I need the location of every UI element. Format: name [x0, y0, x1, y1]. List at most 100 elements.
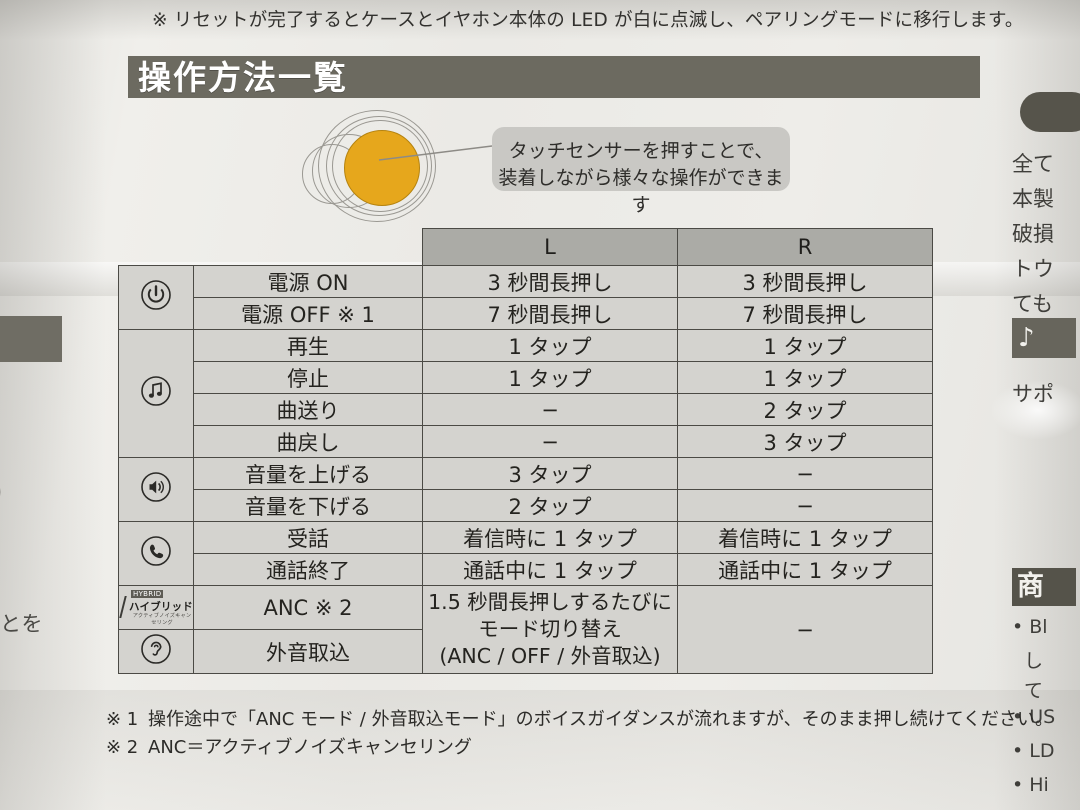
row-icon-music [118, 329, 194, 458]
function-label: 音量を上げる [193, 457, 423, 490]
left-value: 通話中に 1 タップ [422, 553, 678, 586]
function-label: 電源 ON [193, 265, 423, 298]
right-bleed-badge-glyph: ♪ [1018, 323, 1035, 353]
table-row: 音量を下げる 2 タップ − [119, 489, 933, 522]
ear-icon [139, 632, 173, 666]
right-value: − [677, 457, 933, 490]
row-icon-power [118, 265, 194, 330]
left-page-bleed: ) とを [0, 0, 104, 810]
table-row: 曲送り − 2 タップ [119, 393, 933, 426]
right-bleed-line-1: 本製 [1012, 187, 1054, 211]
right-bleed-spec-header-text: 商 [1017, 571, 1044, 602]
right-bleed-bullet-5: • Hi [1012, 774, 1049, 796]
header-function-blank [194, 229, 423, 266]
section-header-bar: 操作方法一覧 [128, 56, 980, 98]
function-label: ANC ※ 2 [193, 585, 423, 630]
anc-left-line-2: モード切り替え [478, 616, 622, 641]
row-icon-hybrid-anc: HYBRID ハイブリッド アクティブノイズキャンセリング [118, 585, 194, 630]
table-row: 曲戻し − 3 タップ [119, 425, 933, 458]
earbud-ring-body [332, 120, 428, 212]
function-label: 再生 [193, 329, 423, 362]
left-value: 1 タップ [422, 361, 678, 394]
table-row: HYBRID ハイブリッド アクティブノイズキャンセリング ANC ※ 2 1.… [118, 585, 933, 674]
function-label: 電源 OFF ※ 1 [193, 297, 423, 330]
column-header-right: R [677, 228, 933, 266]
left-value: 3 タップ [422, 457, 678, 490]
right-bleed-line-0: 全て [1012, 152, 1054, 176]
table-row: 外音取込 [118, 629, 933, 674]
right-bleed-bullet-0: • Bl [1012, 616, 1048, 638]
anc-left-line-3: (ANC / OFF / 外音取込) [439, 644, 661, 669]
right-bleed-bullet-3: • US [1012, 706, 1056, 728]
hybrid-anc-logo-top: HYBRID [131, 590, 164, 598]
function-label: 受話 [193, 521, 423, 554]
hybrid-anc-logo-sub: アクティブノイズキャンセリング [132, 613, 192, 626]
footnote-text-2: ANC＝アクティブノイズキャンセリング [148, 736, 472, 758]
earbud-ring-outer [318, 110, 436, 222]
left-bleed-text: とを [0, 612, 43, 636]
right-bleed-badge: ♪ [1012, 318, 1076, 358]
earbud-illustration [296, 104, 456, 222]
right-value: − [677, 489, 933, 522]
touch-sensor-callout: タッチセンサーを押すことで、 装着しながら様々な操作ができます [492, 127, 790, 216]
left-value: 3 秒間長押し [422, 265, 678, 298]
left-value: 7 秒間長押し [422, 297, 678, 330]
table-row: 音量を上げる 3 タップ − [118, 457, 933, 522]
row-icon-call [118, 521, 194, 586]
right-bleed-bullet-4: • LD [1012, 740, 1055, 762]
function-label: 通話終了 [193, 553, 423, 586]
right-bleed-pill [1020, 92, 1080, 132]
earbud-ring-mid [326, 116, 432, 216]
function-label: 曲送り [193, 393, 423, 426]
header-icon-blank [119, 229, 194, 266]
right-bleed-line-4: ても [1012, 292, 1053, 316]
left-value: 1 タップ [422, 329, 678, 362]
right-value: 着信時に 1 タップ [677, 521, 933, 554]
footnote-row-2: ※ 2 ANC＝アクティブノイズキャンセリング [106, 734, 1053, 762]
operation-table-wrapper: L R 電源 ON 3 秒 [118, 228, 933, 674]
footnote-marker-1: ※ 1 [106, 709, 139, 730]
hybrid-anc-logo-main: ハイブリッド [129, 601, 193, 613]
table-row: 停止 1 タップ 1 タップ [119, 361, 933, 394]
table-row: 受話 着信時に 1 タップ 着信時に 1 タップ [118, 521, 933, 586]
anc-left-line-1: 1.5 秒間長押しするたびに [428, 589, 672, 614]
row-icon-ambient [118, 629, 194, 674]
right-bleed-bullet-2: て [1024, 680, 1044, 702]
phone-icon [139, 534, 173, 568]
right-value: 通話中に 1 タップ [677, 553, 933, 586]
anc-right-merged-cell: − [677, 585, 933, 674]
hybrid-anc-logo-slash [119, 596, 127, 618]
operation-table: L R 電源 ON 3 秒 [118, 228, 933, 674]
footnote-marker-2: ※ 2 [106, 736, 139, 758]
touch-sensor-area [344, 130, 420, 206]
function-label: 外音取込 [193, 629, 423, 674]
table-row: 再生 1 タップ 1 タップ [118, 329, 933, 458]
left-value: − [422, 425, 678, 458]
hybrid-anc-logo: HYBRID ハイブリッド アクティブノイズキャンセリング [119, 590, 193, 626]
right-page-bleed: 全て 本製 破損 トウ ても ♪ サポ 商 • Bl し て • US • LD… [998, 0, 1080, 810]
function-label: 停止 [193, 361, 423, 394]
anc-left-merged-cell: 1.5 秒間長押しするたびに モード切り替え (ANC / OFF / 外音取込… [422, 585, 678, 674]
power-icon [139, 278, 173, 312]
right-bleed-spec-header: 商 [1012, 568, 1076, 606]
row-icon-volume [118, 457, 194, 522]
page-title: 操作方法一覧 [138, 58, 348, 97]
right-value: 1 タップ [677, 361, 933, 394]
table-row: 電源 OFF ※ 1 7 秒間長押し 7 秒間長押し [119, 297, 933, 330]
right-value: 3 タップ [677, 425, 933, 458]
speaker-icon [139, 470, 173, 504]
left-bleed-paren: ) [0, 472, 3, 512]
function-label: 曲戻し [193, 425, 423, 458]
footnote-row-1: ※ 1 操作途中で「ANC モード / 外音取込モード」のボイスガイダンスが流れま… [106, 706, 1053, 734]
footnotes: ※ 1 操作途中で「ANC モード / 外音取込モード」のボイスガイダンスが流れま… [106, 706, 1053, 762]
right-bleed-support: サポ [1012, 382, 1054, 406]
right-bleed-line-3: トウ [1012, 257, 1054, 281]
right-value: 2 タップ [677, 393, 933, 426]
function-label: 音量を下げる [193, 489, 423, 522]
table-row: 電源 ON 3 秒間長押し 3 秒間長押し [118, 265, 933, 330]
right-bleed-bullet-1: し [1024, 650, 1044, 672]
left-bleed-band [0, 316, 62, 362]
callout-line-1: タッチセンサーを押すことで、 [508, 140, 774, 162]
